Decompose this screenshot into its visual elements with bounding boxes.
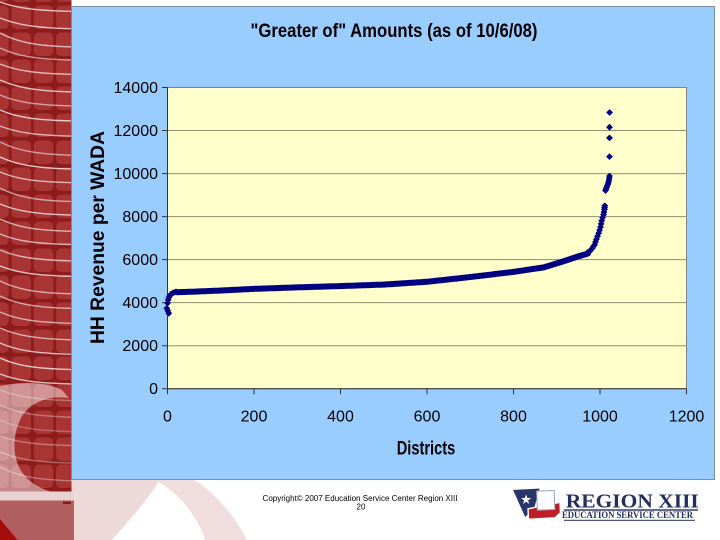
svg-text:Copyright© 2007 Education Serv: Copyright© 2007 Education Service Center… [263, 494, 458, 503]
svg-text:6000: 6000 [122, 252, 158, 269]
svg-text:10000: 10000 [114, 166, 159, 183]
svg-text:2000: 2000 [122, 338, 158, 355]
svg-text:12000: 12000 [114, 123, 159, 140]
svg-text:800: 800 [500, 409, 527, 426]
svg-text:1200: 1200 [669, 409, 705, 426]
svg-text:8000: 8000 [122, 209, 158, 226]
svg-text:0: 0 [163, 409, 172, 426]
svg-text:REGION XIII: REGION XIII [566, 491, 699, 513]
svg-text:"Greater of" Amounts (as of 10: "Greater of" Amounts (as of 10/6/08) [251, 21, 538, 42]
svg-text:20: 20 [357, 503, 366, 512]
svg-text:HH Revenue per WADA: HH Revenue per WADA [88, 131, 109, 344]
svg-text:400: 400 [327, 409, 354, 426]
svg-text:0: 0 [149, 381, 158, 398]
svg-text:EDUCATION SERVICE CENTER: EDUCATION SERVICE CENTER [562, 511, 693, 521]
svg-text:Districts: Districts [397, 439, 456, 460]
svg-text:600: 600 [414, 409, 441, 426]
svg-text:1000: 1000 [582, 409, 618, 426]
svg-text:14000: 14000 [114, 80, 159, 97]
svg-text:200: 200 [241, 409, 268, 426]
svg-text:4000: 4000 [122, 295, 158, 312]
